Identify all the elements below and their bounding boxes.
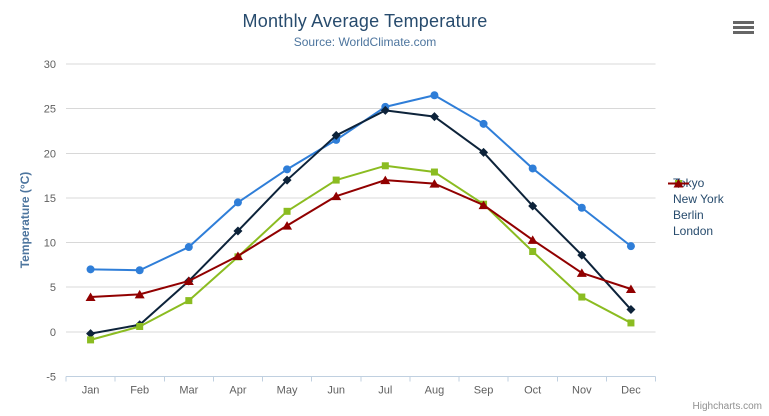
x-axis-label: Feb xyxy=(130,385,149,397)
data-point-berlin[interactable] xyxy=(578,293,586,301)
data-point-berlin[interactable] xyxy=(381,162,389,170)
x-axis-label: Jan xyxy=(82,385,100,397)
legend-label: Berlin xyxy=(673,208,704,222)
data-point-tokyo[interactable] xyxy=(86,265,95,274)
data-point-london[interactable] xyxy=(478,200,489,210)
data-point-tokyo[interactable] xyxy=(283,165,292,174)
y-axis-label: 25 xyxy=(44,104,56,116)
data-point-berlin[interactable] xyxy=(332,176,340,184)
y-axis-label: -5 xyxy=(46,372,56,384)
data-point-london[interactable] xyxy=(232,251,243,260)
data-point-new-york[interactable] xyxy=(86,329,96,339)
x-axis-label: Sep xyxy=(474,385,494,397)
data-point-new-york[interactable] xyxy=(429,112,439,122)
data-point-new-york[interactable] xyxy=(331,130,341,140)
y-axis-label: 5 xyxy=(50,282,56,294)
data-point-london[interactable] xyxy=(331,191,342,201)
data-point-new-york[interactable] xyxy=(380,105,390,115)
data-point-london[interactable] xyxy=(429,179,440,188)
credits-link[interactable]: Highcharts.com xyxy=(692,401,762,412)
y-axis-label: 10 xyxy=(44,238,56,250)
hamburger-bar xyxy=(733,26,754,29)
x-axis-label: Aug xyxy=(425,385,445,397)
data-point-berlin[interactable] xyxy=(136,323,144,330)
y-axis-label: 0 xyxy=(50,327,56,339)
legend-marker-triangle-icon xyxy=(668,179,689,188)
x-axis-label: Jun xyxy=(327,385,345,397)
legend-item-berlin[interactable]: Berlin xyxy=(668,180,724,222)
data-point-london[interactable] xyxy=(134,289,145,299)
data-point-tokyo[interactable] xyxy=(577,203,586,212)
series-line-new-york xyxy=(89,109,632,335)
chart-title: Monthly Average Temperature xyxy=(242,11,488,31)
x-axis-label: Mar xyxy=(179,385,198,397)
hamburger-bar xyxy=(733,31,754,34)
data-point-london[interactable] xyxy=(183,276,194,285)
data-point-new-york[interactable] xyxy=(528,201,538,211)
data-point-berlin[interactable] xyxy=(185,297,193,305)
x-axis-label: May xyxy=(277,385,298,397)
data-point-london[interactable] xyxy=(625,284,636,294)
legend-item-london[interactable]: London xyxy=(668,179,724,238)
hamburger-bar xyxy=(733,21,754,24)
data-point-london[interactable] xyxy=(576,268,587,277)
data-point-london[interactable] xyxy=(85,292,96,302)
data-point-london[interactable] xyxy=(527,235,538,244)
y-axis-label: 20 xyxy=(44,148,56,160)
data-point-berlin[interactable] xyxy=(87,336,95,344)
legend-label: New York xyxy=(673,192,724,206)
data-point-berlin[interactable] xyxy=(283,207,291,215)
y-axis-label: 15 xyxy=(44,193,56,205)
data-point-tokyo[interactable] xyxy=(626,242,635,251)
data-point-tokyo[interactable] xyxy=(430,91,439,100)
data-point-new-york[interactable] xyxy=(577,250,587,260)
series-line-berlin xyxy=(89,164,632,341)
series-line-london xyxy=(89,179,632,299)
data-point-berlin[interactable] xyxy=(430,168,438,176)
x-axis-label: Jul xyxy=(378,385,392,397)
data-point-new-york[interactable] xyxy=(479,147,489,157)
data-point-berlin[interactable] xyxy=(529,248,537,255)
y-axis-label: 30 xyxy=(44,59,56,71)
x-axis-label: Nov xyxy=(572,385,592,397)
data-point-london[interactable] xyxy=(282,221,293,230)
x-axis-label: Dec xyxy=(621,385,641,397)
x-axis-label: Oct xyxy=(524,385,541,397)
data-point-tokyo[interactable] xyxy=(184,243,193,252)
series-line-tokyo xyxy=(89,94,632,272)
data-point-berlin[interactable] xyxy=(627,319,635,327)
legend-marker-shape xyxy=(673,179,684,188)
data-point-tokyo[interactable] xyxy=(479,119,488,128)
data-point-new-york[interactable] xyxy=(626,305,636,315)
data-point-new-york[interactable] xyxy=(282,175,292,185)
x-axis-label: Apr xyxy=(229,385,246,397)
data-point-tokyo[interactable] xyxy=(233,198,242,207)
data-point-tokyo[interactable] xyxy=(135,266,144,275)
data-point-london[interactable] xyxy=(380,175,391,185)
legend-item-new-york[interactable]: New York xyxy=(668,179,724,206)
data-point-new-york[interactable] xyxy=(233,226,243,236)
legend-label: London xyxy=(673,224,714,238)
legend: Tokyo New York Berlin London xyxy=(668,177,724,238)
data-point-tokyo[interactable] xyxy=(528,164,537,173)
chart-subtitle: Source: WorldClimate.com xyxy=(293,35,437,49)
hamburger-menu-icon[interactable] xyxy=(733,21,754,34)
